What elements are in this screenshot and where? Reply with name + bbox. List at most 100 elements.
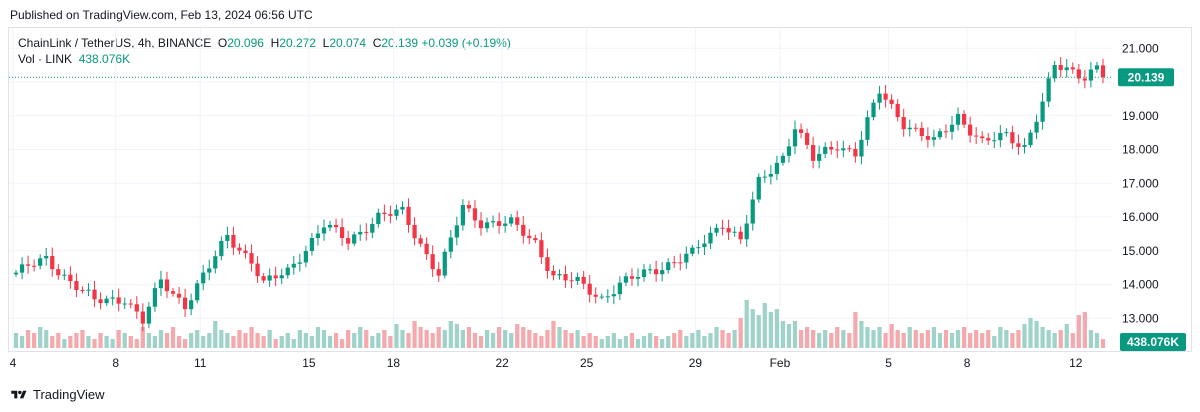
volume-bar <box>225 333 230 348</box>
volume-bar <box>255 333 260 348</box>
volume-bar <box>527 330 532 348</box>
volume-value: 438.076K <box>78 52 131 66</box>
candle-body <box>678 262 683 264</box>
candle-body <box>195 283 200 301</box>
volume-bar <box>237 330 242 348</box>
candle-body <box>575 276 580 282</box>
candle-body <box>231 234 236 248</box>
candle-body <box>539 240 544 258</box>
candle-body <box>1046 78 1051 102</box>
volume-bar <box>587 333 592 348</box>
volume-bar <box>309 336 315 348</box>
volume-bar <box>817 333 822 348</box>
volume-bar <box>641 336 647 348</box>
candle-body <box>714 227 719 233</box>
candle-body <box>949 124 955 132</box>
volume-bar <box>68 336 73 348</box>
candle-body <box>955 113 961 125</box>
volume-bar <box>92 339 97 348</box>
volume-bar <box>110 339 115 348</box>
volume-bar <box>134 339 139 348</box>
volume-bar <box>551 321 556 348</box>
volume-bar <box>629 333 635 348</box>
candle-body <box>696 247 701 249</box>
volume-bar <box>98 333 103 348</box>
candle-body <box>937 131 943 138</box>
candle-body <box>623 276 629 283</box>
volume-bar <box>448 321 453 348</box>
candle-body <box>110 297 115 299</box>
candle-body <box>732 231 737 233</box>
volume-bar <box>104 336 109 348</box>
volume-bar <box>720 330 725 348</box>
candle-body <box>442 251 447 276</box>
volume-bar <box>56 333 61 348</box>
volume-bar <box>714 327 719 348</box>
candle-body <box>726 228 731 233</box>
candle-body <box>1100 65 1106 78</box>
volume-bar <box>708 333 713 348</box>
volume-bars <box>13 300 1106 348</box>
candle-body <box>629 276 635 279</box>
footer-brand[interactable]: TradingView <box>10 387 105 402</box>
candle-body <box>219 240 224 257</box>
x-tick-label: Feb <box>770 356 791 370</box>
volume-bar <box>442 330 447 348</box>
candle-body <box>424 243 429 255</box>
candle-body <box>418 238 423 244</box>
candle-body <box>617 282 623 295</box>
candle-body <box>364 231 369 233</box>
candle-body <box>750 199 755 224</box>
candle-body <box>321 227 327 234</box>
candle-body <box>859 139 864 157</box>
candle-body <box>883 93 888 100</box>
volume-bar <box>285 333 290 348</box>
volume-bar <box>1082 312 1087 348</box>
y-tick-label: 14.000 <box>1122 278 1159 292</box>
candle-body <box>1040 101 1045 122</box>
volume-bar <box>466 327 472 348</box>
volume-bar <box>557 327 562 348</box>
candle-body <box>394 209 399 216</box>
candle-body <box>599 296 604 298</box>
volume-bar <box>738 318 743 348</box>
price-axis[interactable]: 13.000 14.000 15.000 16.000 17.000 18.000 19.0… <box>1118 41 1186 351</box>
volume-bar <box>690 333 695 348</box>
time-axis[interactable]: 4 8 11 15 18 22 25 29 Feb 5 8 12 <box>10 356 1083 370</box>
volume-bar <box>931 327 937 348</box>
candle-body <box>466 205 472 209</box>
volume-bar <box>865 327 870 348</box>
candle-body <box>684 253 689 263</box>
volume-bar <box>249 327 254 348</box>
candle-body <box>140 311 145 324</box>
candle-body <box>1052 65 1057 79</box>
volume-bar <box>1088 330 1094 348</box>
volume-bar <box>388 336 393 348</box>
volume-bar <box>1034 321 1039 348</box>
volume-bar <box>726 333 731 348</box>
candle-body <box>931 137 937 140</box>
volume-bar <box>768 312 773 348</box>
candle-body <box>913 127 918 129</box>
candle-body <box>104 298 109 304</box>
x-tick-label: 8 <box>112 356 119 370</box>
volume-bar <box>116 330 121 348</box>
candle-body <box>358 231 363 235</box>
candle-body <box>708 232 713 244</box>
candle-body <box>19 264 25 273</box>
volume-bar <box>563 330 568 348</box>
volume-bar <box>394 324 399 348</box>
volume-bar <box>672 333 677 348</box>
volume-bar <box>460 330 465 348</box>
volume-bar <box>1064 324 1069 348</box>
volume-bar <box>937 333 943 348</box>
candle-body <box>376 212 381 225</box>
volume-bar <box>533 333 538 348</box>
candle-body <box>557 274 562 276</box>
volume-bar <box>122 333 127 348</box>
candle-body <box>986 138 991 141</box>
volume-bar <box>617 339 623 348</box>
volume-bar <box>545 330 550 348</box>
volume-bar <box>847 333 852 348</box>
